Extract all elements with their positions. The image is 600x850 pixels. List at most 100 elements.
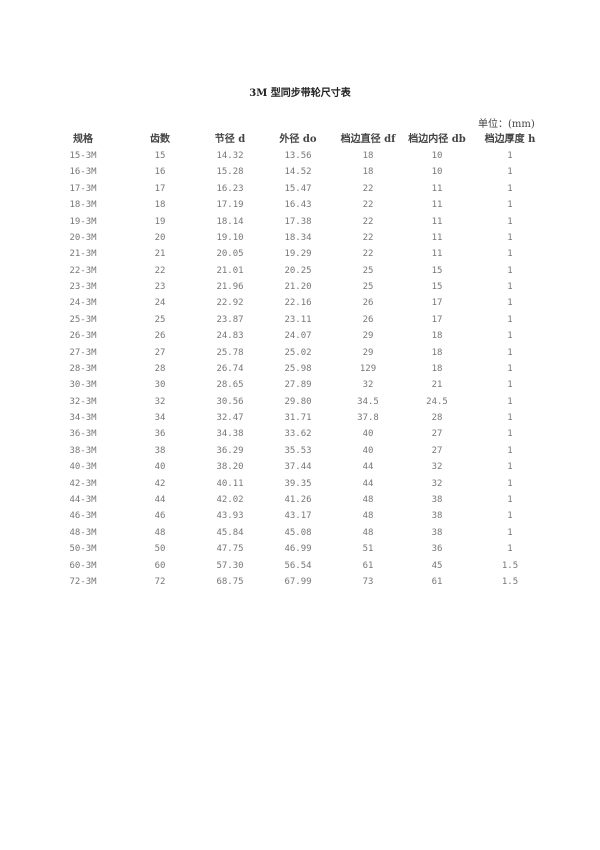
cell-spec: 40-3M	[69, 462, 97, 473]
cell-teeth: 20	[154, 232, 166, 243]
cell-spec: 34-3M	[69, 413, 97, 424]
table-row: 48-3M 48 45.84 45.08 48 38 1	[0, 525, 600, 541]
cell-teeth: 28	[154, 363, 166, 374]
cell-flange-thickness: 1.5	[501, 576, 519, 587]
cell-pitch-diameter: 20.05	[216, 249, 244, 260]
table-row: 36-3M 36 34.38 33.62 40 27 1	[0, 426, 600, 442]
cell-outer-diameter: 14.52	[284, 167, 312, 178]
cell-flange-thickness: 1	[507, 314, 513, 325]
cell-flange-thickness: 1	[507, 494, 513, 505]
table-row: 28-3M 28 26.74 25.98 129 18 1	[0, 361, 600, 377]
table-row: 38-3M 38 36.29 35.53 40 27 1	[0, 443, 600, 459]
cell-spec: 20-3M	[69, 232, 97, 243]
page-title: 3M 型同步带轮尺寸表	[249, 88, 351, 99]
cell-spec: 44-3M	[69, 494, 97, 505]
cell-flange-diameter: 40	[362, 445, 374, 456]
cell-pitch-diameter: 25.78	[216, 347, 244, 358]
cell-outer-diameter: 21.20	[284, 282, 312, 293]
table-row: 27-3M 27 25.78 25.02 29 18 1	[0, 345, 600, 361]
cell-spec: 46-3M	[69, 511, 97, 522]
table-row: 24-3M 24 22.92 22.16 26 17 1	[0, 295, 600, 311]
cell-flange-diameter: 22	[362, 232, 374, 243]
table-row: 50-3M 50 47.75 46.99 51 36 1	[0, 541, 600, 557]
cell-pitch-diameter: 40.11	[216, 478, 244, 489]
cell-teeth: 72	[154, 576, 166, 587]
cell-pitch-diameter: 21.96	[216, 282, 244, 293]
cell-flange-inner-diameter: 15	[431, 282, 443, 293]
cell-spec: 28-3M	[69, 363, 97, 374]
cell-pitch-diameter: 19.10	[216, 232, 244, 243]
table-row: 26-3M 26 24.83 24.07 29 18 1	[0, 328, 600, 344]
cell-flange-diameter: 25	[362, 282, 374, 293]
cell-teeth: 48	[154, 527, 166, 538]
cell-flange-diameter: 29	[362, 347, 374, 358]
cell-flange-inner-diameter: 36	[431, 544, 443, 555]
cell-flange-thickness: 1	[507, 462, 513, 473]
table-row: 32-3M 32 30.56 29.80 34.5 24.5 1	[0, 394, 600, 410]
cell-pitch-diameter: 47.75	[216, 544, 244, 555]
column-header-spec: 规格	[73, 134, 93, 145]
cell-teeth: 44	[154, 494, 166, 505]
cell-flange-thickness: 1.5	[501, 560, 519, 571]
cell-outer-diameter: 25.02	[284, 347, 312, 358]
cell-flange-thickness: 1	[507, 298, 513, 309]
cell-flange-diameter: 22	[362, 249, 374, 260]
cell-pitch-diameter: 23.87	[216, 314, 244, 325]
cell-flange-thickness: 1	[507, 445, 513, 456]
cell-pitch-diameter: 15.28	[216, 167, 244, 178]
cell-outer-diameter: 27.89	[284, 380, 312, 391]
cell-spec: 23-3M	[69, 282, 97, 293]
cell-flange-thickness: 1	[507, 151, 513, 161]
cell-pitch-diameter: 42.02	[216, 494, 244, 505]
cell-flange-inner-diameter: 11	[431, 183, 443, 194]
cell-teeth: 16	[154, 167, 166, 178]
cell-flange-inner-diameter: 17	[431, 314, 443, 325]
cell-outer-diameter: 19.29	[284, 249, 312, 260]
cell-flange-inner-diameter: 61	[431, 576, 443, 587]
cell-teeth: 21	[154, 249, 166, 260]
cell-outer-diameter: 37.44	[284, 462, 312, 473]
cell-teeth: 42	[154, 478, 166, 489]
cell-spec: 24-3M	[69, 298, 97, 309]
cell-pitch-diameter: 24.83	[216, 331, 244, 342]
table-row: 23-3M 23 21.96 21.20 25 15 1	[0, 279, 600, 295]
cell-spec: 36-3M	[69, 429, 97, 440]
cell-flange-inner-diameter: 38	[431, 511, 443, 522]
cell-flange-inner-diameter: 24.5	[426, 396, 448, 407]
cell-flange-diameter: 44	[362, 478, 374, 489]
cell-spec: 50-3M	[69, 544, 97, 555]
cell-spec: 72-3M	[69, 576, 97, 587]
column-header-outer-diameter: 外径 do	[279, 134, 317, 145]
cell-flange-thickness: 1	[507, 167, 513, 178]
cell-teeth: 34	[154, 413, 166, 424]
cell-flange-thickness: 1	[507, 183, 513, 194]
table-row: 30-3M 30 28.65 27.89 32 21 1	[0, 377, 600, 393]
cell-flange-inner-diameter: 11	[431, 216, 443, 227]
table-row: 16-3M 16 15.28 14.52 18 10 1	[0, 164, 600, 180]
cell-pitch-diameter: 22.92	[216, 298, 244, 309]
table-row: 25-3M 25 23.87 23.11 26 17 1	[0, 312, 600, 328]
cell-flange-thickness: 1	[507, 249, 513, 260]
cell-spec: 48-3M	[69, 527, 97, 538]
cell-flange-thickness: 1	[507, 511, 513, 522]
cell-flange-diameter: 61	[362, 560, 374, 571]
cell-pitch-diameter: 38.20	[216, 462, 244, 473]
cell-outer-diameter: 15.47	[284, 183, 312, 194]
cell-teeth: 46	[154, 511, 166, 522]
cell-outer-diameter: 29.80	[284, 396, 312, 407]
cell-flange-thickness: 1	[507, 429, 513, 440]
cell-outer-diameter: 20.25	[284, 265, 312, 276]
cell-flange-diameter: 32	[362, 380, 374, 391]
cell-pitch-diameter: 36.29	[216, 445, 244, 456]
cell-outer-diameter: 46.99	[284, 544, 312, 555]
table-row: 46-3M 46 43.93 43.17 48 38 1	[0, 508, 600, 524]
cell-flange-inner-diameter: 11	[431, 232, 443, 243]
cell-flange-diameter: 44	[362, 462, 374, 473]
cell-pitch-diameter: 21.01	[216, 265, 244, 276]
cell-flange-diameter: 22	[362, 200, 374, 211]
table-row: 17-3M 17 16.23 15.47 22 11 1	[0, 181, 600, 197]
cell-spec: 32-3M	[69, 396, 97, 407]
cell-outer-diameter: 23.11	[284, 314, 312, 325]
cell-flange-thickness: 1	[507, 265, 513, 276]
cell-outer-diameter: 39.35	[284, 478, 312, 489]
